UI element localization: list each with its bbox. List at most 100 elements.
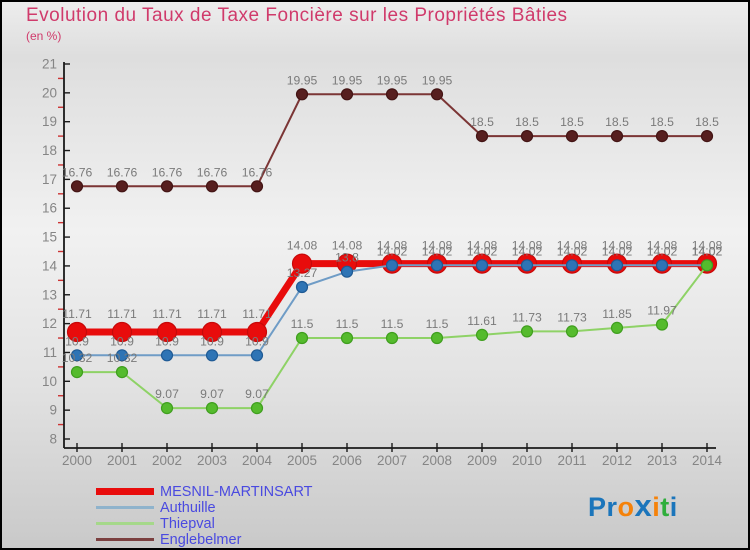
- data-point: [246, 321, 268, 343]
- legend-label: Thiepval: [160, 515, 215, 532]
- legend-swatch-icon: [96, 506, 154, 509]
- data-point: [295, 331, 309, 345]
- logo-letter: o: [617, 492, 635, 522]
- data-label: 11.5: [336, 317, 359, 331]
- data-point: [205, 349, 219, 362]
- y-axis-label: 15: [42, 230, 57, 245]
- y-axis-label: 13: [42, 287, 57, 302]
- data-point: [115, 366, 129, 379]
- logo-letter: t: [660, 492, 670, 522]
- y-axis-label: 20: [42, 85, 57, 100]
- data-label: 11.71: [152, 307, 182, 321]
- data-point: [475, 130, 489, 143]
- data-label: 14.02: [377, 244, 408, 258]
- data-point: [340, 265, 354, 278]
- logo-letter: x: [634, 488, 653, 523]
- x-axis-label: 2013: [647, 453, 677, 468]
- data-label: 13.27: [287, 266, 318, 280]
- data-label: 14.08: [287, 239, 318, 253]
- data-label: 14.08: [377, 239, 408, 253]
- data-label: 16.76: [152, 165, 183, 179]
- data-label: 10.9: [155, 334, 179, 348]
- legend-item-authuille: Authuille: [96, 500, 313, 515]
- legend-item-mesnil-martinsart: MESNIL-MARTINSART: [96, 484, 313, 499]
- data-point: [655, 318, 669, 331]
- y-axis-label: 11: [43, 345, 57, 360]
- data-point: [160, 349, 174, 362]
- legend-swatch-icon: [96, 488, 154, 495]
- data-label: 18.5: [605, 115, 629, 129]
- data-point: [475, 328, 489, 341]
- data-label: 10.9: [65, 334, 89, 348]
- data-point: [205, 180, 219, 193]
- data-label: 11.97: [647, 304, 677, 318]
- data-label: 14.02: [422, 244, 453, 258]
- data-label: 14.02: [647, 244, 678, 258]
- logo-letter: i: [669, 492, 678, 522]
- data-label: 14.02: [467, 244, 498, 258]
- data-point: [115, 180, 129, 193]
- data-point: [385, 331, 399, 345]
- legend-item-thiepval: Thiepval: [96, 516, 313, 531]
- data-point: [520, 325, 534, 338]
- y-axis-label: 19: [42, 114, 57, 129]
- data-point: [655, 130, 669, 143]
- data-label: 14.08: [692, 239, 723, 253]
- x-axis-label: 2005: [287, 453, 317, 468]
- x-axis-label: 2004: [242, 453, 273, 468]
- data-point: [156, 321, 178, 343]
- data-label: 16.76: [107, 165, 138, 179]
- x-axis-label: 2002: [152, 453, 182, 468]
- data-label: 14.08: [512, 239, 543, 253]
- data-point: [250, 349, 264, 362]
- data-label: 18.5: [650, 115, 674, 129]
- data-label: 14.02: [692, 244, 723, 258]
- data-point: [160, 402, 174, 415]
- logo-letter: r: [606, 492, 618, 522]
- data-label: 16.76: [197, 165, 228, 179]
- data-label: 10.9: [110, 334, 134, 348]
- legend-swatch-icon: [96, 522, 154, 525]
- data-point: [430, 88, 444, 101]
- data-point: [70, 349, 84, 362]
- data-point: [160, 180, 174, 193]
- data-label: 9.07: [200, 387, 224, 401]
- x-axis-label: 2007: [377, 453, 407, 468]
- data-label: 14.08: [602, 239, 633, 253]
- data-label: 18.5: [560, 115, 584, 129]
- data-point: [70, 366, 84, 379]
- data-label: 11.5: [291, 317, 314, 331]
- y-axis-label: 17: [42, 172, 57, 187]
- data-label: 10.32: [107, 351, 138, 365]
- data-point: [700, 130, 714, 143]
- data-point: [430, 259, 444, 272]
- data-label: 10.9: [245, 334, 269, 348]
- data-label: 11.73: [557, 310, 587, 324]
- y-axis-label: 12: [42, 316, 57, 331]
- data-point: [205, 402, 219, 415]
- y-axis-label: 8: [49, 432, 57, 447]
- data-point: [70, 180, 84, 193]
- data-label: 14.02: [692, 244, 723, 258]
- data-label: 10.9: [200, 334, 224, 348]
- data-point: [340, 331, 354, 345]
- y-axis-label: 10: [42, 374, 57, 389]
- data-label: 11.71: [197, 307, 227, 321]
- x-axis-label: 2003: [197, 453, 227, 468]
- data-point: [201, 321, 223, 343]
- data-label: 19.95: [422, 73, 453, 87]
- unit-label: (en %): [26, 29, 62, 43]
- data-label: 19.95: [287, 73, 318, 87]
- x-axis-label: 2006: [332, 453, 362, 468]
- data-label: 11.71: [62, 307, 92, 321]
- data-point: [115, 349, 129, 362]
- data-point: [565, 259, 579, 272]
- x-axis-label: 2000: [62, 453, 92, 468]
- data-label: 11.71: [107, 307, 137, 321]
- legend-swatch-icon: [96, 538, 154, 541]
- data-label: 14.02: [602, 244, 633, 258]
- data-point: [340, 88, 354, 101]
- data-point: [385, 88, 399, 101]
- data-point: [520, 259, 534, 272]
- logo-letter: i: [652, 492, 661, 522]
